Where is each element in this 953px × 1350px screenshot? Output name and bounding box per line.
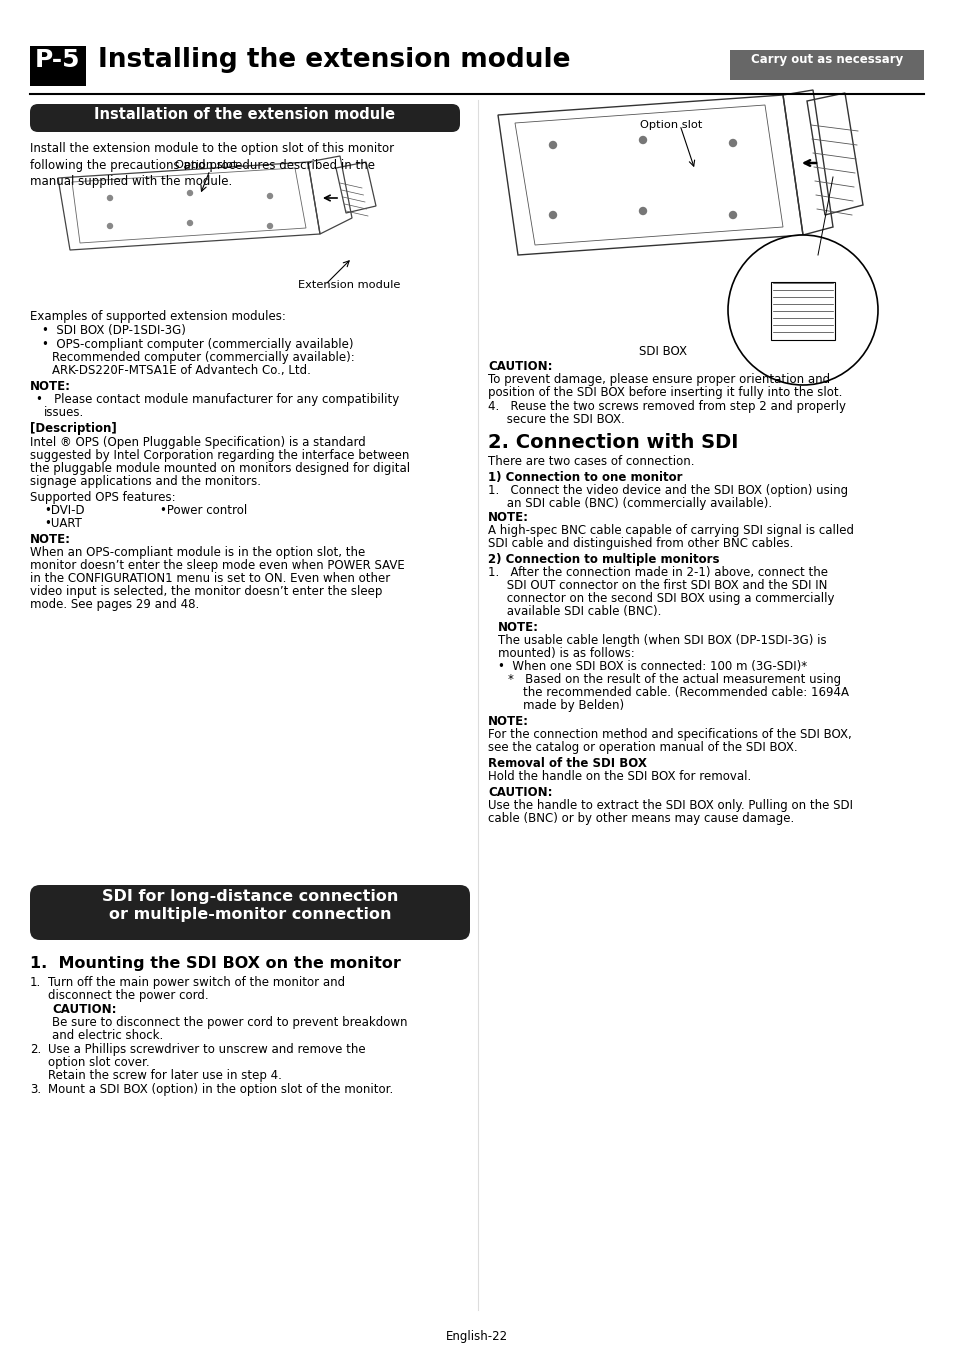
Circle shape xyxy=(549,212,556,219)
Bar xyxy=(30,46,86,86)
Text: 2) Connection to multiple monitors: 2) Connection to multiple monitors xyxy=(488,554,719,566)
Text: available SDI cable (BNC).: available SDI cable (BNC). xyxy=(488,605,660,618)
Text: CAUTION:: CAUTION: xyxy=(488,360,552,373)
Text: issues.: issues. xyxy=(44,406,84,418)
Text: To prevent damage, please ensure proper orientation and: To prevent damage, please ensure proper … xyxy=(488,373,829,386)
Text: Turn off the main power switch of the monitor and: Turn off the main power switch of the mo… xyxy=(48,976,345,990)
Circle shape xyxy=(729,139,736,147)
Text: Option slot: Option slot xyxy=(174,161,237,170)
Text: •Power control: •Power control xyxy=(160,504,247,517)
Text: Install the extension module to the option slot of this monitor
following the pr: Install the extension module to the opti… xyxy=(30,142,394,188)
Text: suggested by Intel Corporation regarding the interface between: suggested by Intel Corporation regarding… xyxy=(30,450,409,462)
Text: 1) Connection to one monitor: 1) Connection to one monitor xyxy=(488,471,681,485)
Text: 2.: 2. xyxy=(30,1044,41,1056)
Text: The usable cable length (when SDI BOX (DP-1SDI-3G) is: The usable cable length (when SDI BOX (D… xyxy=(497,634,825,647)
Text: 2. Connection with SDI: 2. Connection with SDI xyxy=(488,433,738,452)
Text: P-5: P-5 xyxy=(35,49,81,72)
Bar xyxy=(770,282,834,340)
Text: Option slot: Option slot xyxy=(639,120,701,130)
Text: secure the SDI BOX.: secure the SDI BOX. xyxy=(488,413,624,427)
Text: SDI BOX: SDI BOX xyxy=(639,346,686,358)
Circle shape xyxy=(549,142,556,148)
Text: •  SDI BOX (DP-1SDI-3G): • SDI BOX (DP-1SDI-3G) xyxy=(42,324,186,338)
Text: Installation of the extension module: Installation of the extension module xyxy=(94,107,395,122)
Text: Carry out as necessary: Carry out as necessary xyxy=(750,53,902,66)
Text: monitor doesn’t enter the sleep mode even when POWER SAVE: monitor doesn’t enter the sleep mode eve… xyxy=(30,559,404,572)
Text: disconnect the power cord.: disconnect the power cord. xyxy=(48,990,209,1002)
Text: SDI OUT connector on the first SDI BOX and the SDI IN: SDI OUT connector on the first SDI BOX a… xyxy=(488,579,826,593)
Text: made by Belden): made by Belden) xyxy=(507,699,623,711)
Text: video input is selected, the monitor doesn’t enter the sleep: video input is selected, the monitor doe… xyxy=(30,585,382,598)
Text: SDI cable and distinguished from other BNC cables.: SDI cable and distinguished from other B… xyxy=(488,537,793,549)
Text: A high-spec BNC cable capable of carrying SDI signal is called: A high-spec BNC cable capable of carryin… xyxy=(488,524,853,537)
Text: 1.   Connect the video device and the SDI BOX (option) using: 1. Connect the video device and the SDI … xyxy=(488,485,847,497)
FancyBboxPatch shape xyxy=(30,104,459,132)
Text: position of the SDI BOX before inserting it fully into the slot.: position of the SDI BOX before inserting… xyxy=(488,386,841,400)
Text: mode. See pages 29 and 48.: mode. See pages 29 and 48. xyxy=(30,598,199,612)
Text: the recommended cable. (Recommended cable: 1694A: the recommended cable. (Recommended cabl… xyxy=(507,686,848,699)
Circle shape xyxy=(108,196,112,201)
FancyBboxPatch shape xyxy=(30,886,470,940)
Text: and electric shock.: and electric shock. xyxy=(52,1029,163,1042)
Text: 4.   Reuse the two screws removed from step 2 and properly: 4. Reuse the two screws removed from ste… xyxy=(488,400,845,413)
Text: in the CONFIGURATION1 menu is set to ON. Even when other: in the CONFIGURATION1 menu is set to ON.… xyxy=(30,572,390,585)
Text: •UART: •UART xyxy=(44,517,82,531)
Text: an SDI cable (BNC) (commercially available).: an SDI cable (BNC) (commercially availab… xyxy=(488,497,771,510)
Text: 1.: 1. xyxy=(30,976,41,990)
Text: the pluggable module mounted on monitors designed for digital: the pluggable module mounted on monitors… xyxy=(30,462,410,475)
Text: see the catalog or operation manual of the SDI BOX.: see the catalog or operation manual of t… xyxy=(488,741,797,755)
Text: Recommended computer (commercially available):: Recommended computer (commercially avail… xyxy=(52,351,355,364)
Text: When an OPS-compliant module is in the option slot, the: When an OPS-compliant module is in the o… xyxy=(30,545,365,559)
Circle shape xyxy=(267,224,273,228)
Text: CAUTION:: CAUTION: xyxy=(488,786,552,799)
Text: Removal of the SDI BOX: Removal of the SDI BOX xyxy=(488,757,646,769)
Circle shape xyxy=(188,190,193,196)
Text: •  OPS-compliant computer (commercially available): • OPS-compliant computer (commercially a… xyxy=(42,338,354,351)
Circle shape xyxy=(267,193,273,198)
Text: ARK-DS220F-MTSA1E of Advantech Co., Ltd.: ARK-DS220F-MTSA1E of Advantech Co., Ltd. xyxy=(52,364,311,377)
Text: Extension module: Extension module xyxy=(297,279,400,290)
Text: Use the handle to extract the SDI BOX only. Pulling on the SDI: Use the handle to extract the SDI BOX on… xyxy=(488,799,852,811)
Text: or multiple-monitor connection: or multiple-monitor connection xyxy=(109,907,391,922)
Text: •   Please contact module manufacturer for any compatibility: • Please contact module manufacturer for… xyxy=(36,393,399,406)
Text: Supported OPS features:: Supported OPS features: xyxy=(30,491,175,504)
Text: 1.   After the connection made in 2-1) above, connect the: 1. After the connection made in 2-1) abo… xyxy=(488,566,827,579)
Text: 1.  Mounting the SDI BOX on the monitor: 1. Mounting the SDI BOX on the monitor xyxy=(30,956,400,971)
Text: NOTE:: NOTE: xyxy=(488,512,529,524)
Text: •  When one SDI BOX is connected: 100 m (3G-SDI)*: • When one SDI BOX is connected: 100 m (… xyxy=(497,660,806,674)
Text: Installing the extension module: Installing the extension module xyxy=(98,47,570,73)
Text: For the connection method and specifications of the SDI BOX,: For the connection method and specificat… xyxy=(488,728,851,741)
Bar xyxy=(729,50,923,80)
Text: SDI for long-distance connection: SDI for long-distance connection xyxy=(102,890,397,905)
Text: NOTE:: NOTE: xyxy=(488,716,529,728)
Text: Use a Phillips screwdriver to unscrew and remove the: Use a Phillips screwdriver to unscrew an… xyxy=(48,1044,365,1056)
Text: Retain the screw for later use in step 4.: Retain the screw for later use in step 4… xyxy=(48,1069,281,1081)
Text: English-22: English-22 xyxy=(445,1330,508,1343)
Circle shape xyxy=(639,136,646,143)
Circle shape xyxy=(108,224,112,228)
Circle shape xyxy=(188,220,193,225)
Text: Examples of supported extension modules:: Examples of supported extension modules: xyxy=(30,310,286,323)
Text: NOTE:: NOTE: xyxy=(30,533,71,545)
Text: NOTE:: NOTE: xyxy=(497,621,538,634)
Text: 3.: 3. xyxy=(30,1083,41,1096)
Text: Intel ® OPS (Open Pluggable Specification) is a standard: Intel ® OPS (Open Pluggable Specificatio… xyxy=(30,436,365,450)
Text: There are two cases of connection.: There are two cases of connection. xyxy=(488,455,694,468)
Text: Hold the handle on the SDI BOX for removal.: Hold the handle on the SDI BOX for remov… xyxy=(488,769,750,783)
Text: Mount a SDI BOX (option) in the option slot of the monitor.: Mount a SDI BOX (option) in the option s… xyxy=(48,1083,393,1096)
Text: CAUTION:: CAUTION: xyxy=(52,1003,116,1017)
Text: •DVI-D: •DVI-D xyxy=(44,504,85,517)
Text: option slot cover.: option slot cover. xyxy=(48,1056,150,1069)
Circle shape xyxy=(639,208,646,215)
Text: mounted) is as follows:: mounted) is as follows: xyxy=(497,647,634,660)
Text: cable (BNC) or by other means may cause damage.: cable (BNC) or by other means may cause … xyxy=(488,811,794,825)
Text: Be sure to disconnect the power cord to prevent breakdown: Be sure to disconnect the power cord to … xyxy=(52,1017,407,1029)
Text: *   Based on the result of the actual measurement using: * Based on the result of the actual meas… xyxy=(507,674,841,686)
Text: connector on the second SDI BOX using a commercially: connector on the second SDI BOX using a … xyxy=(488,593,834,605)
Circle shape xyxy=(727,235,877,385)
Circle shape xyxy=(729,212,736,219)
Text: signage applications and the monitors.: signage applications and the monitors. xyxy=(30,475,261,487)
Text: [Description]: [Description] xyxy=(30,423,116,435)
Text: NOTE:: NOTE: xyxy=(30,379,71,393)
